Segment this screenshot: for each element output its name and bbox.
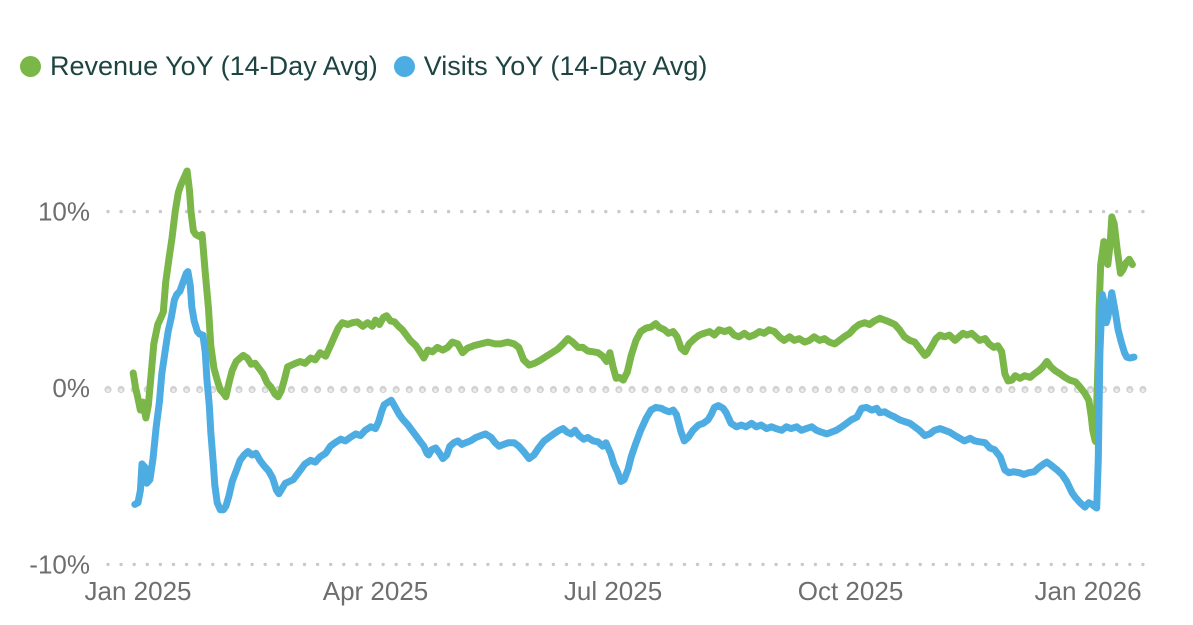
visits-series-circle-icon bbox=[393, 56, 415, 78]
y-tick-label: -10% bbox=[29, 549, 90, 579]
x-tick-label: Oct 2025 bbox=[798, 576, 904, 606]
series-lines bbox=[129, 167, 1138, 514]
gridlines bbox=[104, 209, 1147, 567]
y-tick-label: 10% bbox=[38, 197, 90, 227]
revenue-series-circle-icon bbox=[20, 56, 41, 78]
x-tick-label: Jul 2025 bbox=[564, 576, 662, 606]
legend-label-revenue: Revenue YoY (14-Day Avg) bbox=[50, 51, 378, 81]
revenue-yoy-line bbox=[129, 167, 1136, 446]
y-tick-label: 0% bbox=[52, 373, 90, 403]
legend-item-revenue[interactable]: Revenue YoY (14-Day Avg) bbox=[20, 51, 378, 82]
visits-yoy-line bbox=[131, 268, 1138, 514]
legend: Revenue YoY (14-Day Avg) Visits YoY (14-… bbox=[20, 51, 708, 82]
x-tick-label: Jan 2026 bbox=[1035, 576, 1142, 606]
x-tick-label: Jan 2025 bbox=[85, 576, 192, 606]
x-axis-tick-labels: Jan 2025 Apr 2025 Jul 2025 Oct 2025 Jan 2026 bbox=[85, 576, 1142, 606]
legend-label-visits: Visits YoY (14-Day Avg) bbox=[423, 51, 708, 81]
legend-item-visits[interactable]: Visits YoY (14-Day Avg) bbox=[393, 51, 708, 82]
y-axis-tick-labels: 10% 0% -10% bbox=[29, 197, 90, 580]
x-tick-label: Apr 2025 bbox=[323, 576, 429, 606]
